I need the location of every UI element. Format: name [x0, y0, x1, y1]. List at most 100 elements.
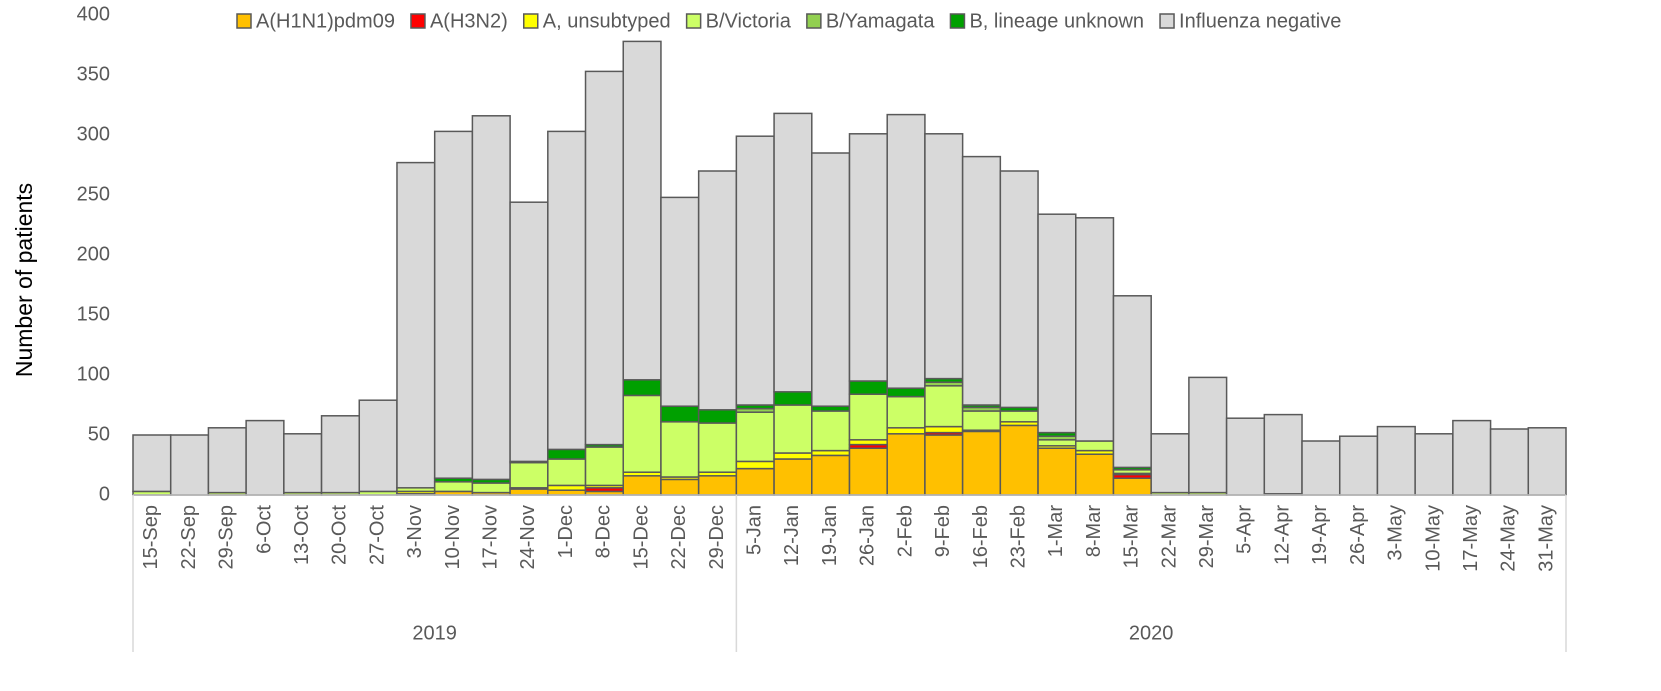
bar-segment: [358, 399, 398, 493]
bar-segment: [924, 133, 964, 380]
bar-segment: [735, 135, 775, 406]
x-tick-label: 19-Jan: [819, 505, 841, 566]
bar-segment: [660, 421, 700, 478]
bar-segment: [886, 113, 926, 389]
x-tick-label: 27-Oct: [366, 505, 388, 565]
bar-segment: [622, 379, 662, 397]
x-tick-label: 15-Sep: [140, 505, 162, 570]
bar-segment: [961, 155, 1002, 406]
bar-segment: [848, 393, 888, 441]
bar-segment: [283, 433, 323, 494]
bar-segment: [1037, 439, 1077, 447]
bar-segment: [660, 405, 700, 423]
group-label: 2019: [412, 622, 457, 644]
x-tick-label: 20-Oct: [329, 505, 351, 565]
y-tick-label: 350: [77, 63, 110, 85]
bar-segment: [584, 70, 624, 446]
bar-segment: [1489, 428, 1530, 496]
legend-swatch: [236, 13, 252, 29]
y-axis-title: Number of patients: [11, 183, 37, 377]
y-tick-label: 100: [77, 363, 110, 385]
x-tick-label: 15-Mar: [1121, 505, 1143, 569]
x-tick-label: 12-Jan: [781, 505, 803, 566]
bar-segment: [169, 434, 210, 496]
x-tick-label: 26-Apr: [1347, 505, 1369, 565]
bar-segment: [999, 170, 1039, 409]
x-tick-label: 29-Sep: [216, 505, 238, 570]
x-tick-label: 5-Jan: [744, 505, 766, 555]
x-tick-label: 12-Apr: [1271, 505, 1293, 565]
y-tick-label: 0: [99, 483, 110, 505]
x-tick-label: 1-Mar: [1045, 505, 1067, 558]
bar-segment: [207, 427, 247, 494]
bar-segment: [886, 427, 926, 435]
bar-segment: [811, 410, 851, 452]
bar-segment: [924, 434, 964, 496]
x-tick-label: 5-Apr: [1234, 505, 1256, 554]
y-tick-label: 300: [77, 123, 110, 145]
x-tick-label: 15-Dec: [630, 505, 652, 569]
bar-segment: [697, 475, 738, 496]
x-tick-label: 2-Feb: [894, 505, 916, 557]
x-tick-label: 1-Dec: [555, 505, 577, 558]
legend-swatch: [685, 13, 702, 29]
bar-segment: [999, 424, 1039, 496]
legend-swatch: [949, 13, 966, 29]
bar-segment: [1075, 217, 1115, 442]
legend-label: A(H3N2): [430, 10, 508, 32]
bar-segment: [547, 130, 587, 451]
legend-label: A, unsubtyped: [543, 10, 671, 32]
legend-label: A(H1N1)pdm09: [256, 10, 395, 32]
bar-segment: [547, 458, 587, 487]
bar-segment: [245, 419, 285, 496]
x-tick-label: 24-May: [1498, 505, 1520, 572]
x-tick-label: 3-May: [1385, 505, 1407, 561]
bar-segment: [697, 422, 738, 473]
y-tick-label: 400: [77, 3, 110, 25]
bar-segment: [509, 488, 549, 496]
x-tick-label: 23-Feb: [1007, 505, 1029, 568]
bar-segment: [622, 394, 662, 473]
bar-segment: [1075, 453, 1115, 496]
legend-swatch: [806, 13, 822, 29]
legend-label: B/Victoria: [706, 10, 792, 32]
x-tick-label: 8-Mar: [1083, 505, 1105, 558]
bar-segment: [1263, 413, 1303, 495]
bar-segment: [848, 447, 888, 496]
x-tick-label: 24-Nov: [517, 505, 539, 569]
bar-segment: [1338, 435, 1379, 496]
x-tick-label: 31-May: [1535, 505, 1557, 572]
bar-segment: [961, 410, 1002, 431]
bar-segment: [1112, 477, 1152, 496]
x-tick-label: 22-Dec: [668, 505, 690, 569]
x-tick-label: 3-Nov: [404, 505, 426, 558]
bar-segment: [773, 391, 813, 406]
bar-segment: [660, 196, 700, 407]
x-tick-label: 6-Oct: [253, 505, 275, 554]
bar-segment: [1037, 447, 1077, 496]
bar-segment: [1376, 425, 1416, 496]
bar-segment: [471, 482, 511, 494]
legend-swatch: [410, 13, 426, 29]
y-tick-label: 250: [77, 183, 110, 205]
legend-label: Influenza negative: [1179, 10, 1341, 32]
bar-segment: [547, 448, 587, 460]
bar-segment: [1301, 440, 1341, 496]
bar-segment: [886, 433, 926, 496]
bar-segment: [848, 380, 888, 395]
bar-segment: [961, 430, 1002, 496]
bar-segment: [509, 461, 549, 489]
bar-segment: [584, 446, 624, 487]
x-tick-label: 10-May: [1422, 505, 1444, 572]
bar-segment: [1112, 295, 1152, 469]
bar-segment: [735, 467, 775, 496]
bar-segment: [1150, 433, 1190, 494]
bar-segment: [433, 130, 474, 479]
bar-segment: [735, 460, 775, 470]
bar-segment: [735, 411, 775, 463]
bar-segment: [811, 454, 851, 496]
x-tick-label: 9-Feb: [932, 505, 954, 557]
y-tick-label: 150: [77, 303, 110, 325]
bar-segment: [1527, 427, 1567, 496]
bar-segment: [848, 133, 888, 382]
